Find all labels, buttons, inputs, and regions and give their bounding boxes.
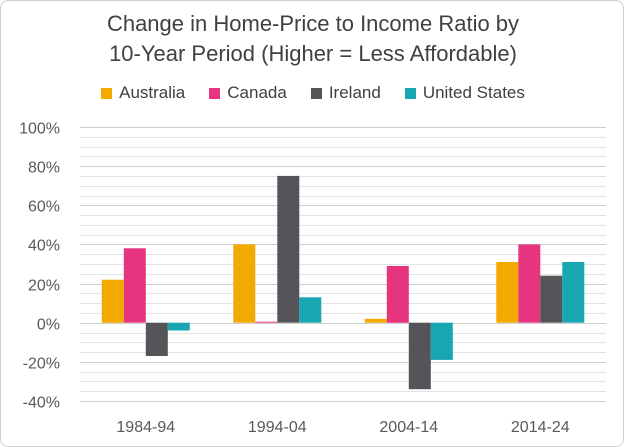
y-tick-label: 60% [28, 199, 60, 216]
legend-label-canada: Canada [227, 83, 287, 102]
legend-item-australia: Australia [101, 83, 185, 103]
y-tick-label: 100% [19, 121, 60, 138]
y-tick-label: -20% [23, 356, 60, 373]
bar-canada-2014-24 [518, 244, 541, 323]
y-tick-label: 20% [28, 278, 60, 295]
legend-item-ireland: Ireland [310, 83, 381, 103]
legend-item-united-states: United States [404, 83, 525, 103]
chart-title: Change in Home-Price to Income Ratio by … [1, 9, 624, 69]
bar-australia-1984-94 [101, 279, 124, 323]
bar-australia-1994-04 [233, 244, 256, 323]
legend-swatch-canada [209, 87, 221, 99]
legend-label-australia: Australia [119, 83, 186, 102]
y-tick-label: 80% [28, 160, 60, 177]
bar-ireland-1994-04 [277, 175, 300, 323]
chart-title-line-2: 10-Year Period (Higher = Less Affordable… [109, 41, 517, 66]
x-tick-label: 2004-14 [379, 419, 438, 436]
bar-canada-2004-14 [386, 266, 409, 323]
y-tick-label: 40% [28, 238, 60, 255]
chart-legend: Australia Canada Ireland United States [1, 83, 624, 103]
x-tick-label: 1994-04 [248, 419, 307, 436]
legend-swatch-ireland [310, 87, 322, 99]
bar-australia-2004-14 [364, 318, 387, 323]
chart-title-line-1: Change in Home-Price to Income Ratio by [106, 11, 520, 36]
y-tick-label: -40% [23, 395, 60, 412]
legend-swatch-australia [101, 87, 113, 99]
bar-united-states-1984-94 [167, 322, 190, 331]
x-tick-label: 1984-94 [116, 419, 175, 436]
bar-canada-1984-94 [123, 248, 146, 323]
bar-australia-2014-24 [496, 262, 519, 323]
legend-swatch-united-states [404, 87, 416, 99]
legend-label-united-states: United States [422, 83, 525, 102]
legend-item-canada: Canada [209, 83, 287, 103]
bar-ireland-2004-14 [408, 322, 431, 390]
y-tick-label: 0% [37, 317, 60, 334]
bar-ireland-1984-94 [145, 322, 168, 356]
bar-united-states-2014-24 [562, 262, 585, 323]
x-tick-label: 2014-24 [511, 419, 570, 436]
bar-ireland-2014-24 [540, 275, 563, 323]
bar-united-states-2004-14 [430, 322, 453, 360]
bar-united-states-1994-04 [299, 297, 322, 323]
bar-canada-1994-04 [255, 321, 278, 323]
legend-label-ireland: Ireland [328, 83, 381, 102]
